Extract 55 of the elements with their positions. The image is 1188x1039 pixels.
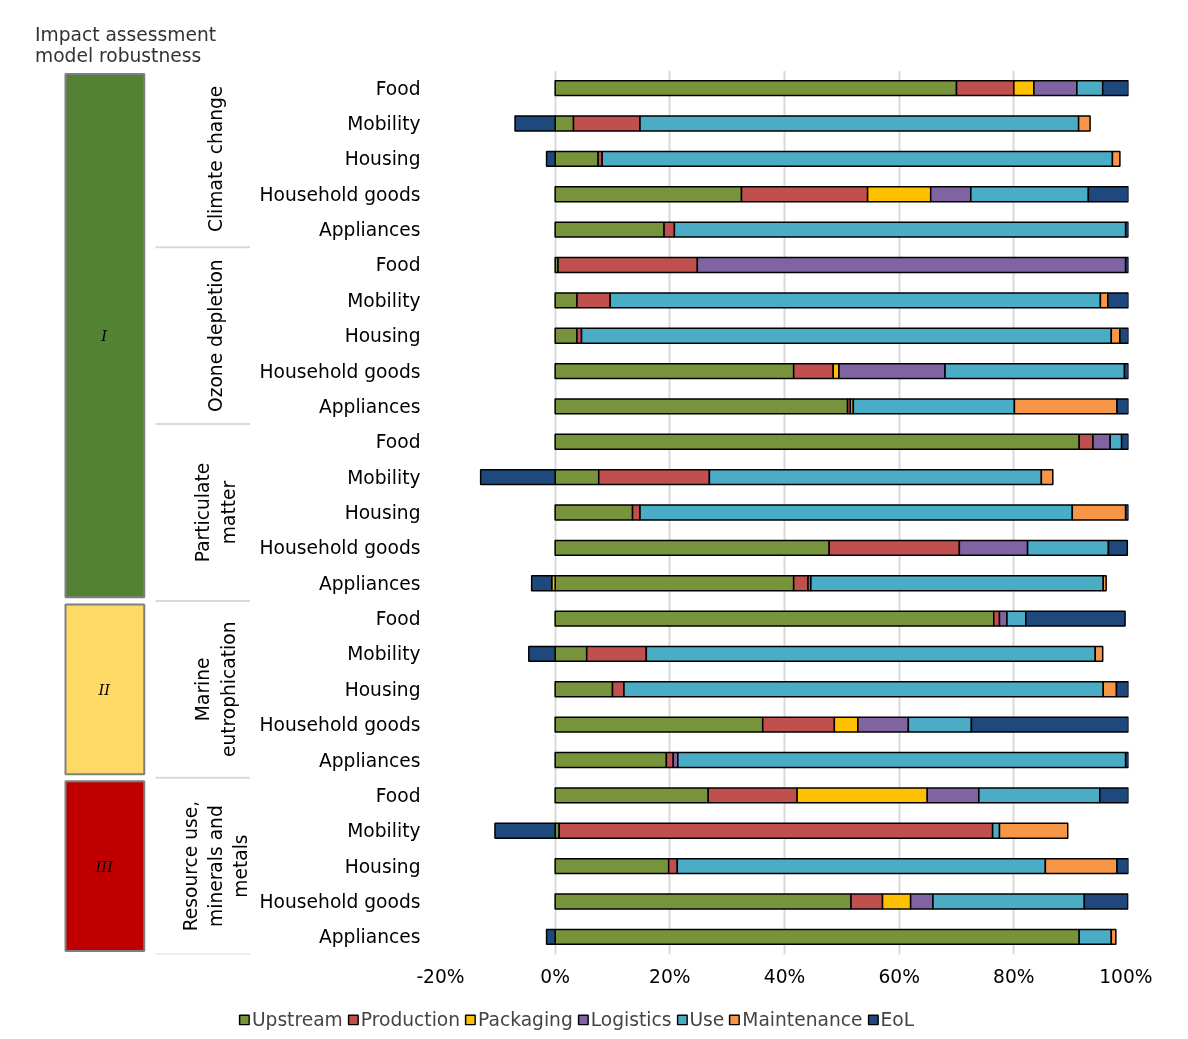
legend-label: EoL (880, 1008, 915, 1030)
y-tick-label: Food (375, 77, 421, 99)
y-tick-label: Food (375, 784, 421, 806)
bar (554, 398, 849, 415)
bar (810, 575, 1105, 592)
bar (554, 610, 995, 627)
text: I (100, 327, 109, 345)
y-tick-label: Appliances (318, 572, 421, 594)
y-tick-label: Housing (344, 678, 421, 700)
bar (530, 575, 553, 592)
text: Impact assessment model robustness (34, 23, 217, 66)
y-tick-label: Appliances (318, 395, 421, 417)
x-tick-label: -20% (416, 965, 465, 987)
x-tick-label: 0% (540, 965, 570, 987)
bar (677, 751, 1127, 769)
x-tick-label: 20% (649, 965, 691, 987)
bar (494, 822, 556, 839)
y-tick-label: Mobility (347, 113, 421, 135)
y-tick-label: Mobility (347, 289, 421, 311)
legend-label: Logistics (590, 1008, 672, 1030)
text: II (97, 680, 112, 698)
y-tick-label: Household goods (259, 890, 421, 912)
y-tick-label: Food (375, 608, 421, 630)
x-tick-label: 80% (993, 965, 1035, 987)
text: Resource use, minerals and metals (179, 800, 252, 932)
text: Ozone depletion (205, 259, 226, 413)
legend-label: Upstream (251, 1008, 343, 1030)
y-tick-label: Food (375, 254, 421, 276)
x-tick-label: 100% (1099, 965, 1153, 987)
y-tick-label: Household goods (259, 714, 421, 736)
y-tick-label: Appliances (318, 749, 421, 771)
y-tick-label: Household goods (259, 537, 421, 559)
bar (554, 327, 578, 344)
y-tick-label: Appliances (318, 926, 421, 948)
y-tick-label: Food (375, 431, 421, 453)
x-tick-label: 60% (878, 965, 920, 987)
text: Marine eutrophication (192, 621, 239, 758)
y-tick-label: Appliances (318, 219, 421, 241)
x-tick-label: 40% (763, 965, 806, 987)
text: Climate change (205, 85, 226, 233)
y-tick-label: Household goods (259, 360, 421, 382)
text: III (94, 857, 115, 875)
legend-label: Packaging (478, 1008, 573, 1030)
y-tick-label: Mobility (347, 643, 421, 665)
y-tick-label: Mobility (347, 466, 421, 488)
legend-label: Production (360, 1008, 461, 1030)
y-tick-label: Housing (344, 502, 421, 523)
y-tick-label: Household goods (259, 183, 421, 205)
text: Particulate matter (192, 462, 239, 563)
y-tick-label: Mobility (347, 820, 421, 842)
legend-label: Maintenance (742, 1008, 863, 1030)
y-tick-label: Housing (344, 325, 421, 347)
legend-label: Use (689, 1008, 725, 1030)
y-tick-label: Housing (344, 148, 421, 170)
y-tick-label: Housing (344, 855, 421, 877)
